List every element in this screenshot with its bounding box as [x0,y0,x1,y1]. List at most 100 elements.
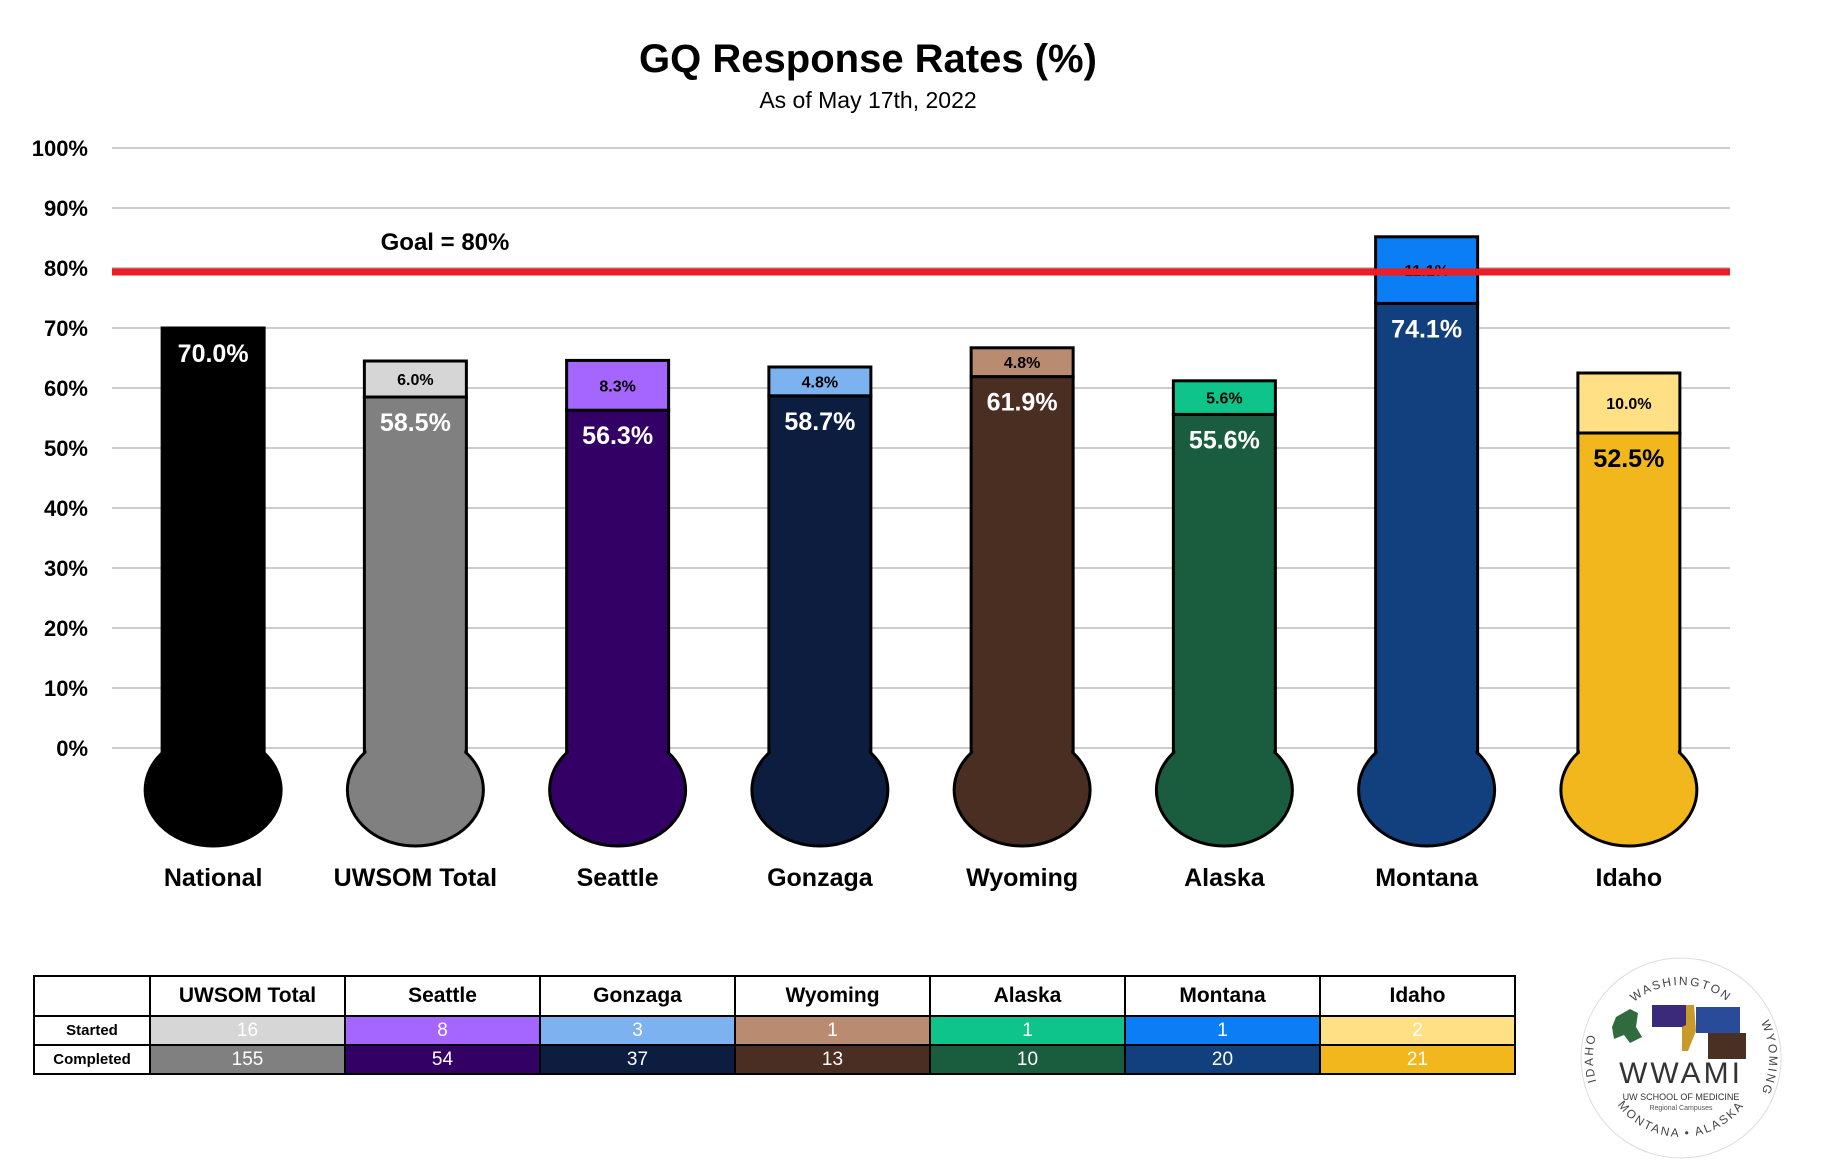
bar-completed [969,375,1075,754]
table-cell: 3 [539,1015,736,1046]
bar-neck [164,746,263,758]
data-label-started: 8.3% [599,378,635,395]
y-tick-label: 0% [56,736,88,761]
data-label-completed: 58.7% [784,408,855,436]
table-cell: 10 [929,1044,1126,1075]
chart-subtitle: As of May 17th, 2022 [759,87,976,113]
bar-neck [1579,746,1678,758]
bar-started [767,365,873,398]
bar-started [362,359,468,399]
bar-completed [1171,412,1277,754]
chart: GQ Response Rates (%) As of May 17th, 20… [32,37,1730,892]
bar-started [969,346,1075,379]
bar-group: 8.3% 56.3% Seattle [548,358,688,892]
bar-group: 6.0% 58.5% UWSOM Total [334,359,497,892]
table-header-row: UWSOM Total Seattle Gonzaga Wyoming Alas… [33,975,1516,1017]
data-label-completed: 70.0% [178,340,249,368]
y-tick-label: 30% [44,556,88,581]
table-col-header: UWSOM Total [149,975,346,1017]
bar-group: 11.1%74.1%Montana [1357,235,1497,892]
row-label-started: Started [33,1015,151,1046]
bar-group: 70.0% National [143,326,283,892]
y-tick-label: 20% [44,616,88,641]
wwami-map-icon [1612,1005,1746,1059]
gridlines [112,147,1730,749]
bar-neck [973,746,1072,758]
table-cell: 1 [929,1015,1126,1046]
bar-neck [1377,746,1476,758]
y-tick-label: 100% [32,136,88,161]
bar-started [1576,371,1682,435]
y-tick-label: 10% [44,676,88,701]
x-category-label: Seattle [577,864,659,892]
table-cell: 2 [1319,1015,1516,1046]
x-category-label: Alaska [1184,864,1266,892]
bar-group: 4.8% 58.7% Gonzaga [750,365,890,892]
bar-neck [568,746,667,758]
y-tick-label: 60% [44,376,88,401]
x-category-label: Gonzaga [767,864,874,892]
bar-completed [767,394,873,754]
table-col-header: Seattle [344,975,541,1017]
bar-completed [1576,431,1682,754]
table-col-header: Alaska [929,975,1126,1017]
logo-line1: UW SCHOOL OF MEDICINE [1623,1092,1740,1102]
data-label-completed: 58.5% [380,409,451,437]
table-cell: 54 [344,1044,541,1075]
bar-neck [1175,746,1274,758]
table-corner-cell [33,975,151,1017]
bars: 70.0% National 6.0% 58.5% UWSOM Total 8.3% 56.… [143,235,1699,892]
row-label-completed: Completed [33,1044,151,1075]
bar-group: 5.6% 55.6% Alaska [1154,379,1294,892]
x-category-label: UWSOM Total [334,864,497,892]
data-label-completed: 56.3% [582,422,653,450]
table-cell: 1 [734,1015,931,1046]
bar-neck [770,746,869,758]
x-category-label: National [164,864,263,892]
table-col-header: Idaho [1319,975,1516,1017]
logo-line2: Regional Campuses [1649,1105,1713,1112]
table-col-header: Montana [1124,975,1321,1017]
chart-title: GQ Response Rates (%) [639,37,1097,81]
y-axis-ticks: 0% 10% 20% 30% 40% 50% 60% 70% 80% 90% 100% [32,136,88,761]
data-label-completed: 55.6% [1189,426,1260,454]
data-label-completed: 61.9% [987,389,1058,417]
logo-ring-left: IDAHO [1582,1032,1600,1085]
goal-label: Goal = 80% [381,229,510,256]
wwami-logo: WASHINGTON MONTANA • ALASKA IDAHO WYOMIN… [1580,957,1782,1159]
data-label-started: 5.6% [1206,391,1242,408]
x-category-label: Wyoming [966,864,1078,892]
bar-neck [366,746,465,758]
x-category-label: Montana [1375,864,1479,892]
logo-wordmark: WWAMI [1619,1057,1743,1090]
bar-group: 4.8% 61.9% Wyoming [952,346,1092,892]
data-label-started: 10.0% [1606,396,1651,413]
table-cell: 16 [149,1015,346,1046]
data-label-started: 4.8% [1004,355,1040,372]
y-tick-label: 40% [44,496,88,521]
bar-completed [160,326,266,754]
y-tick-label: 80% [44,256,88,281]
data-label-completed: 52.5% [1593,445,1664,473]
data-label-started: 6.0% [397,372,433,389]
table-row-started: Started 16 8 3 1 1 1 2 [33,1015,1516,1046]
table-cell: 1 [1124,1015,1321,1046]
table-cell: 37 [539,1044,736,1075]
x-category-label: Idaho [1596,864,1663,892]
data-label-started: 4.8% [802,374,838,391]
bar-group: 10.0% 52.5% Idaho [1559,371,1699,892]
table-cell: 20 [1124,1044,1321,1075]
bar-completed [1374,301,1480,754]
table-col-header: Gonzaga [539,975,736,1017]
y-tick-label: 50% [44,436,88,461]
table-cell: 155 [149,1044,346,1075]
bar-completed [362,395,468,754]
y-tick-label: 90% [44,196,88,221]
bar-started [1171,379,1277,416]
counts-table: UWSOM Total Seattle Gonzaga Wyoming Alas… [33,975,1516,1075]
table-cell: 8 [344,1015,541,1046]
table-col-header: Wyoming [734,975,931,1017]
table-row-completed: Completed 155 54 37 13 10 20 21 [33,1044,1516,1075]
bar-completed [565,408,671,754]
data-label-completed: 74.1% [1391,315,1462,343]
